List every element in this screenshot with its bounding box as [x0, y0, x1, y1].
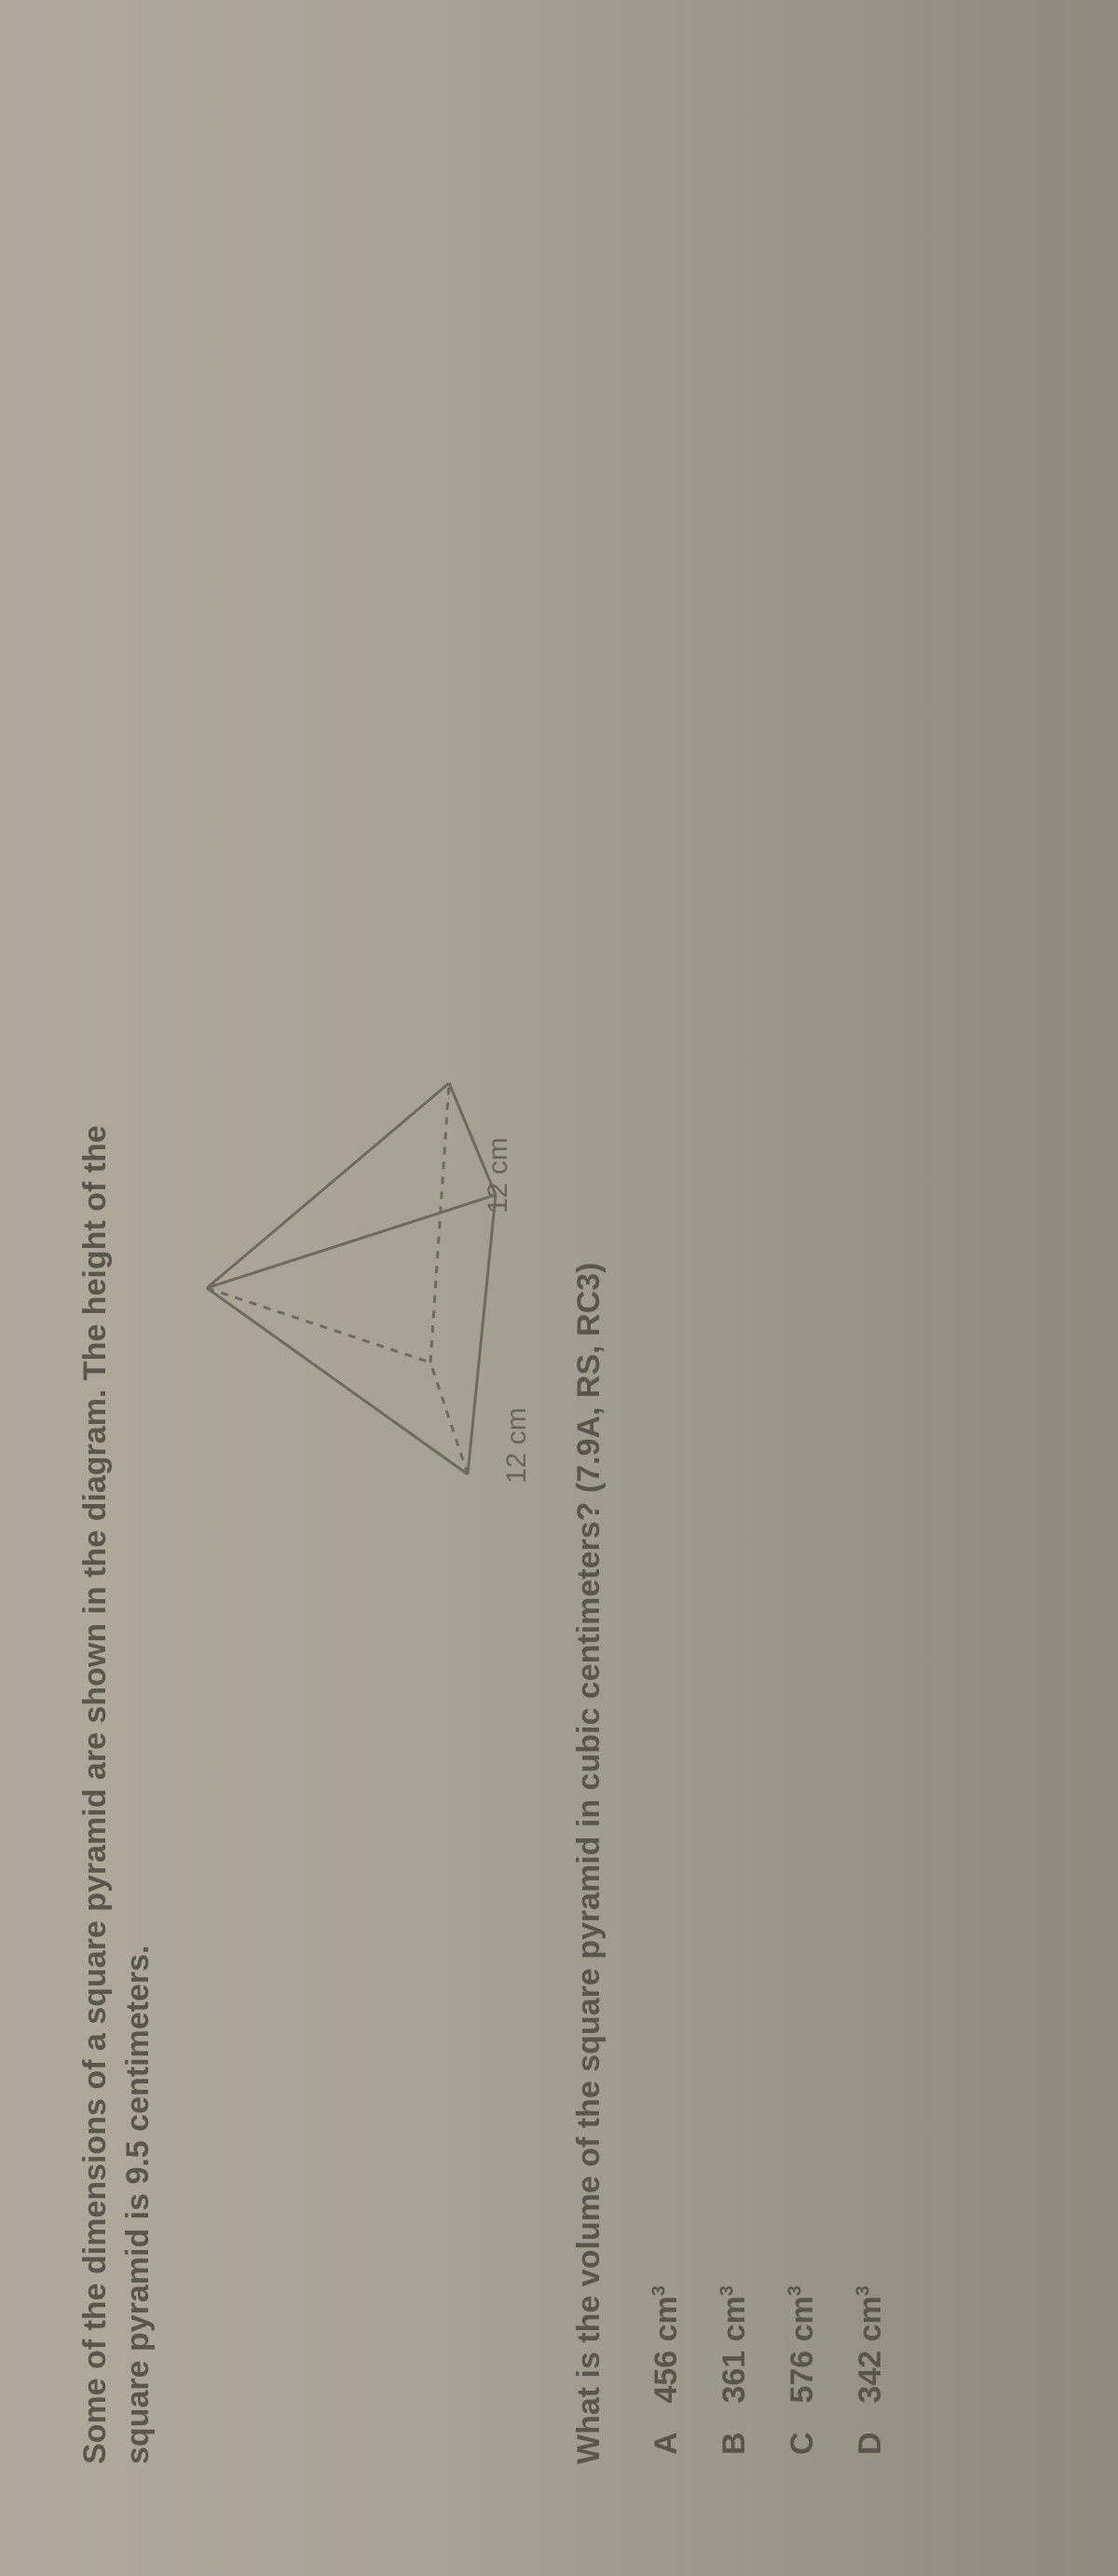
option-a[interactable]: A 456 cm3: [648, 112, 685, 2455]
option-letter: D: [852, 2412, 889, 2455]
dimension-left: 12 cm: [501, 1407, 533, 1484]
option-exp: 3: [716, 2285, 737, 2296]
option-value: 342: [852, 2351, 888, 2404]
option-unit: cm: [852, 2296, 888, 2341]
intro-line-1: Some of the dimensions of a square pyram…: [77, 1125, 113, 2464]
worksheet-page: Some of the dimensions of a square pyram…: [0, 0, 1118, 2576]
intro-line-2: square pyramid is 9.5 centimeters.: [120, 1946, 156, 2464]
pyramid-svg: [188, 1027, 542, 1549]
dimension-right: 12 cm: [483, 1137, 514, 1213]
option-letter: C: [784, 2412, 821, 2455]
question-text: What is the volume of the square pyramid…: [568, 112, 611, 2464]
problem-intro: Some of the dimensions of a square pyram…: [75, 112, 160, 2464]
option-unit: cm: [648, 2296, 684, 2341]
pyramid-diagram: 12 cm 12 cm: [188, 1027, 542, 1549]
option-b[interactable]: B 361 cm3: [716, 112, 753, 2455]
option-exp: 3: [852, 2285, 873, 2296]
option-value: 361: [716, 2351, 752, 2404]
option-exp: 3: [648, 2285, 669, 2296]
option-letter: A: [648, 2412, 685, 2455]
option-d[interactable]: D 342 cm3: [852, 112, 889, 2455]
answer-options: A 456 cm3 B 361 cm3 C 576 cm3 D 342 cm3: [648, 112, 889, 2455]
option-exp: 3: [784, 2285, 805, 2296]
option-letter: B: [716, 2412, 753, 2455]
option-unit: cm: [716, 2296, 752, 2341]
option-c[interactable]: C 576 cm3: [784, 112, 821, 2455]
option-value: 456: [648, 2351, 684, 2404]
option-value: 576: [784, 2351, 820, 2404]
option-unit: cm: [784, 2296, 820, 2341]
diagram-container: 12 cm 12 cm: [188, 112, 542, 2464]
